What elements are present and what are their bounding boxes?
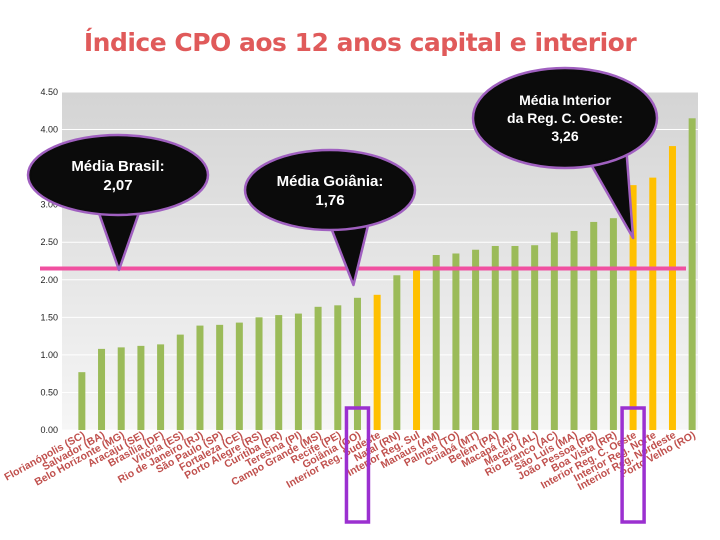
bar — [98, 348, 106, 430]
callout-text: Média Goiânia: — [277, 173, 384, 190]
callout-bubble-inner — [31, 138, 205, 212]
callout-bubble-inner — [248, 153, 412, 227]
bar — [688, 118, 696, 431]
bar — [137, 345, 145, 430]
bar — [629, 185, 637, 430]
callout-bubble-inner — [476, 71, 654, 165]
highlight-box — [620, 406, 646, 524]
bar — [511, 245, 519, 430]
callout-text: 2,07 — [103, 177, 132, 194]
callout-brasil: Média Brasil: 2,07 — [26, 133, 210, 272]
bar — [668, 146, 676, 430]
bar — [216, 324, 224, 430]
y-tick-label: 1.50 — [40, 312, 58, 322]
callout-text: 1,76 — [315, 192, 344, 209]
bar — [590, 221, 598, 430]
y-tick-label: 3.00 — [40, 200, 58, 210]
bar — [314, 306, 322, 430]
y-tick-label: 4.00 — [40, 125, 58, 135]
bar — [275, 315, 283, 430]
bar — [550, 232, 558, 430]
y-tick-label: 1.00 — [40, 350, 58, 360]
bar — [176, 334, 184, 430]
callout-text: da Reg. C. Oeste: — [507, 110, 623, 126]
bar — [649, 177, 657, 430]
bar — [294, 313, 302, 430]
bar — [393, 275, 401, 430]
callout-text: Média Interior — [519, 92, 611, 108]
bar — [452, 253, 460, 430]
bar — [255, 317, 263, 430]
bar — [235, 322, 243, 430]
callout-goiania: Média Goiânia: 1,76 — [243, 148, 417, 287]
bar — [472, 249, 480, 430]
callout-interior-co: Média Interior da Reg. C. Oeste: 3,26 — [471, 66, 659, 240]
highlight-box — [344, 406, 371, 524]
bar — [117, 347, 125, 430]
bar — [570, 230, 578, 430]
bar — [413, 270, 421, 430]
bar — [196, 325, 204, 430]
y-tick-label: 4.50 — [40, 87, 58, 97]
y-tick-label: 2.50 — [40, 237, 58, 247]
y-tick-label: 0.50 — [40, 387, 58, 397]
bar — [609, 218, 617, 430]
bar — [78, 372, 86, 430]
bar — [373, 294, 381, 430]
chart-title: Índice CPO aos 12 anos capital e interio… — [83, 28, 637, 57]
callout-text: 3,26 — [551, 128, 578, 144]
bar — [432, 254, 440, 430]
y-tick-label: 0.00 — [40, 425, 58, 435]
bar — [491, 245, 499, 430]
bar — [334, 305, 342, 430]
y-tick-label: 2.00 — [40, 275, 58, 285]
bar — [531, 245, 539, 430]
bar — [353, 297, 361, 430]
bar — [157, 344, 165, 430]
callout-text: Média Brasil: — [71, 158, 164, 175]
